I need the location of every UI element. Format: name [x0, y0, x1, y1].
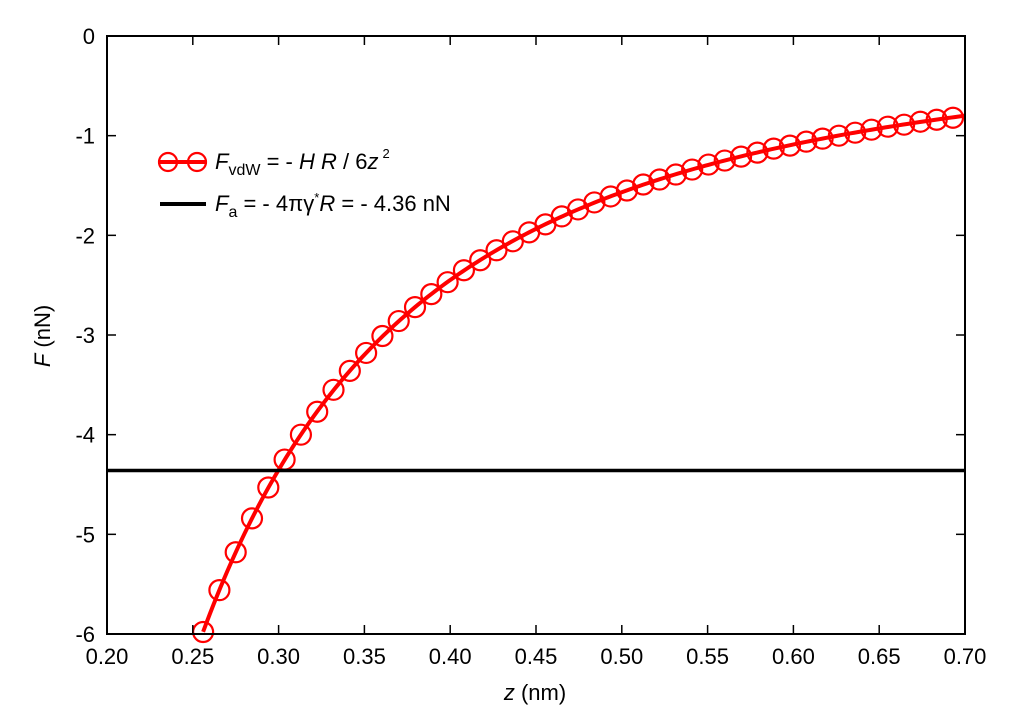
vdw-data-point: [387, 309, 410, 333]
vdw-data-point: [224, 541, 247, 564]
y-tick-labels: 0 -1 -2 -3 -4 -5 -6: [75, 24, 95, 647]
x-tick-labels: 0.20 0.25 0.30 0.35 0.40 0.45 0.50 0.55 0.60 0.65…: [86, 644, 987, 669]
legend-vdw-marker-left: [157, 151, 179, 173]
vdw-data-point: [599, 185, 622, 208]
vdw-data-point: [697, 153, 720, 176]
vdw-data-point: [452, 259, 476, 282]
vdw-data-point: [191, 620, 215, 644]
vdw-marker-layer: [191, 106, 965, 644]
x-tick-label: 0.65: [858, 644, 901, 669]
vdw-data-point: [778, 134, 802, 157]
vdw-curve-line: [201, 113, 966, 633]
x-tick-label: 0.45: [515, 644, 558, 669]
y-tick-label: -4: [75, 423, 95, 448]
vdw-data-point: [371, 324, 394, 348]
vdw-data-point: [257, 476, 280, 499]
vdw-data-point: [762, 137, 785, 160]
y-axis-label: F (nN): [30, 305, 55, 367]
vdw-data-point: [876, 115, 899, 138]
y-tick-label: -1: [75, 124, 95, 149]
vdw-data-point: [338, 359, 361, 382]
vdw-data-point: [713, 149, 736, 172]
x-axis-label: z (nm): [503, 680, 566, 705]
x-tick-label: 0.50: [600, 644, 643, 669]
y-tick-label: 0: [83, 24, 95, 49]
vdw-data-point: [322, 378, 345, 401]
vdw-data-point: [860, 118, 883, 141]
y-tick-label: -5: [75, 522, 95, 547]
vdw-data-point: [681, 158, 704, 181]
legend: FvdW = - H R / 6z 2 Fa = - 4πγ*R = - 4.36…: [157, 146, 451, 221]
vdw-data-point: [648, 168, 671, 191]
x-tick-label: 0.70: [944, 644, 987, 669]
vdw-data-point: [925, 108, 948, 131]
x-tick-label: 0.20: [86, 644, 129, 669]
x-tick-label: 0.40: [429, 644, 472, 669]
x-tick-label: 0.25: [171, 644, 214, 669]
x-tick-label: 0.60: [772, 644, 815, 669]
vdw-data-point: [632, 173, 655, 196]
y-tick-label: -2: [75, 223, 95, 248]
y-tick-label: -3: [75, 323, 95, 348]
tick-layer: [106, 35, 966, 635]
vdw-data-point: [827, 124, 850, 147]
vdw-data-point: [892, 113, 916, 136]
vdw-data-point: [795, 130, 818, 153]
vdw-data-point: [420, 283, 443, 306]
vdw-curve-layer: [201, 113, 966, 633]
legend-adhesion-label: Fa = - 4πγ*R = - 4.36 nN: [215, 190, 451, 221]
vdw-data-point: [615, 179, 639, 202]
x-tick-label: 0.30: [257, 644, 300, 669]
vdw-data-point: [208, 579, 231, 602]
y-tick-label: -6: [75, 622, 95, 647]
vdw-data-point: [306, 400, 329, 423]
x-tick-label: 0.55: [686, 644, 729, 669]
legend-vdw-marker-right: [186, 151, 208, 173]
vdw-data-point: [355, 341, 378, 365]
legend-entry-vdw: FvdW = - H R / 6z 2: [157, 146, 390, 179]
vdw-data-point: [436, 271, 459, 294]
vdw-data-point: [844, 121, 867, 144]
vdw-data-point: [729, 145, 753, 168]
vdw-data-point: [583, 191, 606, 214]
vdw-data-point: [664, 163, 687, 186]
vdw-data-point: [469, 249, 492, 272]
vdw-data-point: [941, 106, 965, 129]
vdw-data-point: [240, 507, 264, 530]
vdw-data-point: [289, 423, 313, 446]
vdw-data-point: [909, 110, 932, 133]
legend-vdw-label: FvdW = - H R / 6z 2: [215, 146, 390, 179]
vdw-data-point: [403, 295, 427, 319]
legend-entry-adhesion: Fa = - 4πγ*R = - 4.36 nN: [160, 190, 451, 221]
x-tick-label: 0.35: [343, 644, 386, 669]
vdw-data-point: [746, 141, 769, 164]
vdw-data-point: [811, 127, 834, 150]
